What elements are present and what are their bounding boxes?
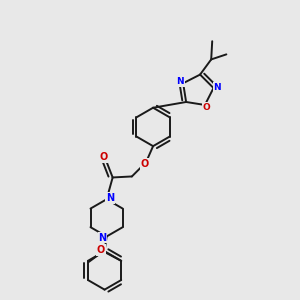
Text: N: N bbox=[98, 233, 106, 243]
Text: N: N bbox=[176, 77, 184, 86]
Text: N: N bbox=[106, 193, 114, 203]
Text: O: O bbox=[97, 245, 105, 255]
Text: N: N bbox=[213, 83, 221, 92]
Text: O: O bbox=[99, 152, 107, 162]
Text: O: O bbox=[202, 103, 210, 112]
Text: O: O bbox=[140, 159, 149, 169]
